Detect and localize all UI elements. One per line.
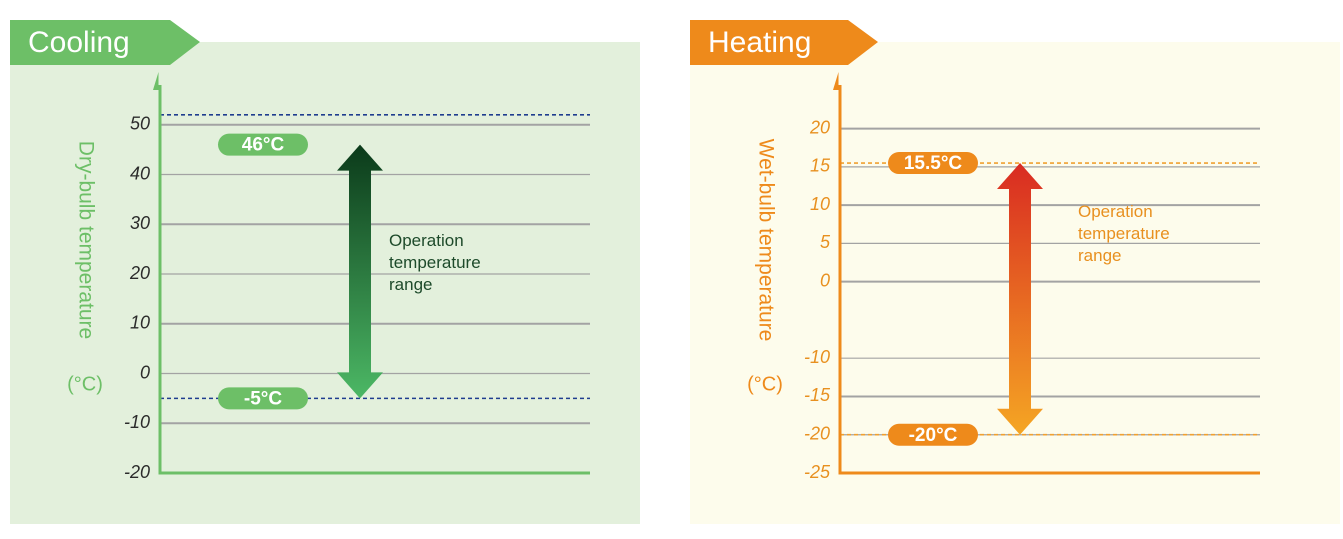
y-tick-label: 10 [810,194,830,214]
value-pill [218,133,308,156]
annotation-line: temperature [389,253,481,272]
y-tick-label: -20 [804,423,830,443]
value-label: 46°C [242,135,285,156]
y-tick-label: 20 [129,263,150,283]
y-tick-label: 0 [820,270,830,290]
value-label: -20°C [909,425,958,446]
annotation: Operation temperature range [1078,202,1170,265]
y-tick-label: 10 [130,313,150,333]
value-pill [888,152,978,175]
y-tick-label: 30 [130,213,150,233]
y-tick-label: -10 [124,412,150,432]
y-tick-label: 0 [140,362,150,382]
y-tick-label: -10 [804,347,830,367]
y-axis-label: Wet-bulb temperature [754,139,777,342]
range-arrow [337,144,383,399]
value-label: -5°C [244,388,282,409]
y-tick-label: -25 [804,462,831,482]
y-tick-label: 15 [810,156,831,176]
title-tab [10,20,200,65]
y-tick-label: 40 [130,163,150,183]
unit-label: (°C) [747,373,783,395]
title-tab [690,20,878,65]
unit-label: (°C) [67,373,103,395]
y-tick-label: 5 [820,232,831,252]
y-axis-arrow [153,72,159,90]
y-tick-label: -20 [124,462,150,482]
value-pill [888,423,978,446]
annotation-line: Operation [389,231,464,250]
value-pill [218,387,308,410]
panel [10,42,640,524]
annotation-line: Operation [1078,202,1153,221]
panel-title: Heating [708,26,811,59]
y-axis-label: Dry-bulb temperature [74,141,97,339]
annotation-line: temperature [1078,224,1170,243]
annotation-line: range [1078,246,1121,265]
y-tick-label: 50 [130,114,150,134]
range-arrow [997,163,1043,435]
panel-title: Cooling [28,26,130,59]
y-axis-arrow [833,72,839,90]
value-label: 15.5°C [904,153,963,174]
y-tick-label: 20 [809,117,830,137]
annotation-line: range [389,275,432,294]
y-tick-label: -15 [804,385,831,405]
annotation: Operation temperature range [389,231,481,294]
